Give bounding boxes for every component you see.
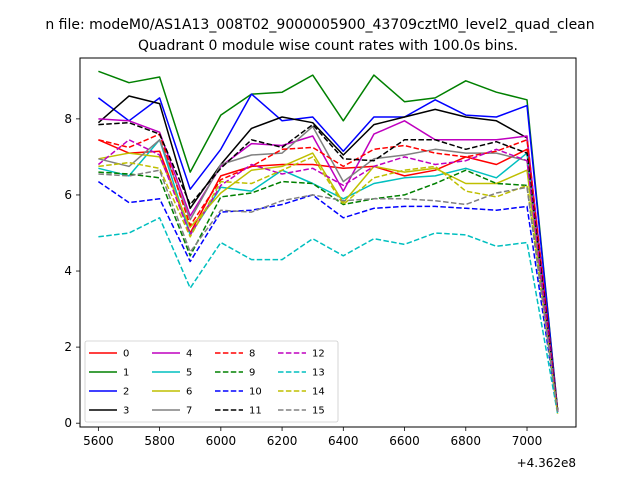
series-line-4 bbox=[98, 118, 559, 412]
legend-label-5: 5 bbox=[186, 368, 192, 379]
x-tick-label: 7000 bbox=[512, 434, 543, 448]
legend-label-2: 2 bbox=[123, 387, 129, 398]
x-tick-label: 5800 bbox=[144, 434, 175, 448]
chart-suptitle: n file: modeM0/AS1A13_008T02_9000005900_… bbox=[45, 17, 594, 33]
series-layer bbox=[97, 70, 559, 414]
y-axis: 0 2 4 6 8 bbox=[64, 112, 80, 430]
legend-label-9: 9 bbox=[249, 368, 255, 379]
legend-label-6: 6 bbox=[186, 387, 192, 398]
legend-label-0: 0 bbox=[123, 349, 129, 360]
series-line-3 bbox=[97, 95, 559, 410]
series-line-13 bbox=[98, 217, 559, 414]
x-tick-label: 6600 bbox=[389, 434, 420, 448]
legend-label-13: 13 bbox=[312, 368, 325, 379]
plot-frame bbox=[79, 57, 577, 428]
y-tick-label: 8 bbox=[64, 112, 72, 126]
series-line-10 bbox=[97, 180, 559, 412]
y-tick-label: 4 bbox=[64, 264, 72, 278]
y-tick-label: 0 bbox=[64, 416, 72, 430]
series-line-1 bbox=[98, 70, 559, 410]
series-line-6 bbox=[98, 152, 559, 412]
legend-box bbox=[84, 340, 339, 423]
legend-label-7: 7 bbox=[186, 406, 192, 417]
x-tick-label: 6000 bbox=[206, 434, 237, 448]
y-tick-label: 2 bbox=[64, 340, 72, 354]
legend-label-12: 12 bbox=[312, 349, 325, 360]
series-line-11 bbox=[98, 121, 559, 410]
legend-label-4: 4 bbox=[186, 349, 192, 360]
series-line-12 bbox=[97, 139, 559, 412]
series-line-8 bbox=[98, 133, 559, 410]
x-tick-label: 6400 bbox=[328, 434, 359, 448]
legend-label-15: 15 bbox=[312, 406, 325, 417]
x-tick-label: 6200 bbox=[267, 434, 298, 448]
legend-label-1: 1 bbox=[123, 368, 129, 379]
x-tick-label: 5600 bbox=[83, 434, 114, 448]
legend-label-10: 10 bbox=[249, 387, 262, 398]
series-line-5 bbox=[98, 139, 559, 412]
legend-label-14: 14 bbox=[312, 387, 325, 398]
series-line-2 bbox=[97, 93, 559, 410]
series-line-15 bbox=[98, 169, 559, 412]
legend-label-11: 11 bbox=[249, 406, 262, 417]
y-tick-label: 6 bbox=[64, 188, 72, 202]
chart-title: Quadrant 0 module wise count rates with … bbox=[138, 38, 518, 54]
x-offset-label: +4.362e8 bbox=[517, 456, 576, 470]
x-axis: 5600 5800 6000 6200 6400 6600 6800 7000 bbox=[83, 427, 542, 448]
series-line-9 bbox=[98, 169, 559, 412]
legend-label-3: 3 bbox=[123, 406, 129, 417]
legend-label-8: 8 bbox=[249, 349, 255, 360]
series-line-14 bbox=[98, 156, 559, 414]
x-tick-label: 6800 bbox=[451, 434, 482, 448]
